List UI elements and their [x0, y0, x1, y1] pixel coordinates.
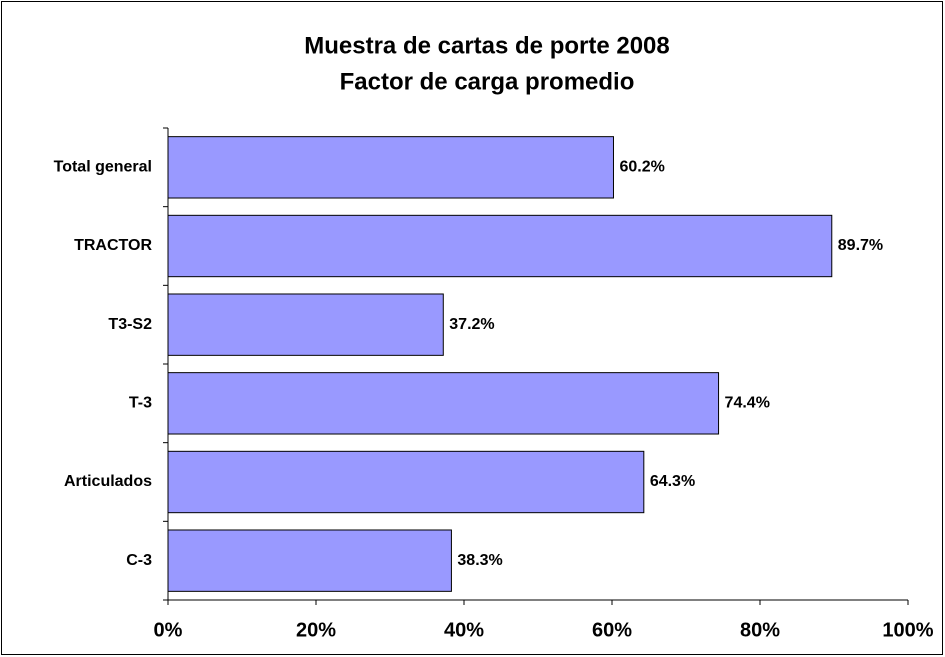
y-tick-label: T-3 [129, 395, 152, 412]
y-tick-label: Total general [54, 159, 152, 176]
y-tick-label: C-3 [126, 552, 152, 569]
x-tick-label: 0% [154, 619, 183, 641]
data-label: 89.7% [838, 237, 883, 254]
y-tick-label: Articulados [64, 473, 152, 490]
y-tick-label: TRACTOR [74, 237, 152, 254]
data-label: 60.2% [619, 159, 664, 176]
y-tick-label: T3-S2 [108, 316, 152, 333]
bar [167, 372, 720, 435]
chart-title: Muestra de cartas de porte 2008 [304, 32, 670, 59]
bar [167, 450, 645, 514]
bar [167, 214, 833, 278]
data-label: 38.3% [457, 552, 502, 569]
x-tick-label: 40% [444, 619, 484, 641]
bar [167, 136, 614, 199]
data-label: 37.2% [449, 316, 494, 333]
x-tick-label: 80% [740, 619, 780, 641]
x-tick-label: 100% [882, 619, 933, 641]
chart-subtitle: Factor de carga promedio [340, 68, 635, 95]
x-tick-label: 20% [296, 619, 336, 641]
data-label: 64.3% [650, 473, 695, 490]
bar [167, 293, 444, 356]
bar [167, 529, 452, 592]
x-tick-label: 60% [592, 619, 632, 641]
data-label: 74.4% [725, 395, 770, 412]
